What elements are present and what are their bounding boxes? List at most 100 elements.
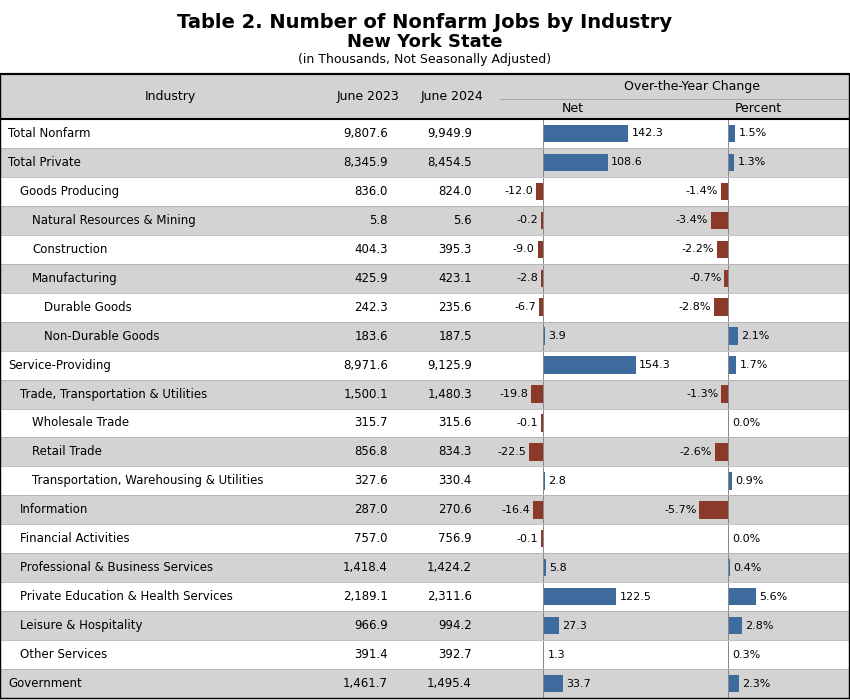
Text: 270.6: 270.6 xyxy=(439,503,472,517)
Bar xyxy=(728,617,742,634)
Text: -2.6%: -2.6% xyxy=(680,447,712,457)
Text: (in Thousands, Not Seasonally Adjusted): (in Thousands, Not Seasonally Adjusted) xyxy=(298,52,552,66)
Text: -0.1: -0.1 xyxy=(517,534,539,544)
Bar xyxy=(700,501,728,519)
Text: 183.6: 183.6 xyxy=(354,330,388,342)
Text: 8,971.6: 8,971.6 xyxy=(343,358,388,372)
Bar xyxy=(711,211,728,229)
Text: 1,500.1: 1,500.1 xyxy=(343,388,388,400)
Text: Construction: Construction xyxy=(32,243,107,256)
Bar xyxy=(537,241,543,258)
Text: -6.7: -6.7 xyxy=(514,302,536,312)
Text: -2.8: -2.8 xyxy=(517,273,538,284)
Bar xyxy=(0,438,850,466)
Text: Goods Producing: Goods Producing xyxy=(20,185,119,198)
Text: 0.0%: 0.0% xyxy=(733,418,761,428)
Text: 1.5%: 1.5% xyxy=(739,129,767,139)
Text: 2,189.1: 2,189.1 xyxy=(343,590,388,603)
Bar xyxy=(728,559,730,576)
Text: 3.9: 3.9 xyxy=(548,331,566,341)
Bar xyxy=(728,414,729,432)
Bar xyxy=(543,154,608,171)
Bar xyxy=(543,473,545,489)
Text: 1,495.4: 1,495.4 xyxy=(427,677,472,690)
Text: 1,480.3: 1,480.3 xyxy=(428,388,472,400)
Text: 33.7: 33.7 xyxy=(566,678,591,689)
Bar xyxy=(728,328,739,345)
Text: 2.8: 2.8 xyxy=(547,476,565,486)
Bar xyxy=(541,270,543,287)
Text: Percent: Percent xyxy=(734,102,781,116)
Text: Private Education & Health Services: Private Education & Health Services xyxy=(20,590,233,603)
Text: 9,125.9: 9,125.9 xyxy=(427,358,472,372)
Text: -22.5: -22.5 xyxy=(497,447,526,457)
Text: -1.3%: -1.3% xyxy=(686,389,718,399)
Text: 824.0: 824.0 xyxy=(439,185,472,198)
Text: -16.4: -16.4 xyxy=(502,505,530,514)
Text: Table 2. Number of Nonfarm Jobs by Industry: Table 2. Number of Nonfarm Jobs by Indus… xyxy=(178,13,672,32)
Text: 1.3: 1.3 xyxy=(547,650,565,659)
Text: 122.5: 122.5 xyxy=(620,592,651,602)
Text: -19.8: -19.8 xyxy=(499,389,528,399)
Text: 994.2: 994.2 xyxy=(439,619,472,632)
Text: Service-Providing: Service-Providing xyxy=(8,358,111,372)
Text: Over-the-Year Change: Over-the-Year Change xyxy=(624,80,760,93)
Text: Financial Activities: Financial Activities xyxy=(20,532,129,545)
Bar xyxy=(536,183,543,200)
Bar xyxy=(0,582,850,611)
Text: -9.0: -9.0 xyxy=(513,244,535,254)
Text: Professional & Business Services: Professional & Business Services xyxy=(20,561,213,574)
Text: 315.7: 315.7 xyxy=(354,416,388,430)
Text: 395.3: 395.3 xyxy=(439,243,472,256)
Text: 5.6: 5.6 xyxy=(453,214,472,227)
Bar xyxy=(0,611,850,640)
Text: Natural Resources & Mining: Natural Resources & Mining xyxy=(32,214,196,227)
Bar xyxy=(531,385,543,402)
Text: Durable Goods: Durable Goods xyxy=(44,301,132,314)
Text: 392.7: 392.7 xyxy=(439,648,472,661)
Text: 0.0%: 0.0% xyxy=(733,534,761,544)
Text: -2.2%: -2.2% xyxy=(682,244,714,254)
Text: 330.4: 330.4 xyxy=(439,475,472,487)
Text: 187.5: 187.5 xyxy=(439,330,472,342)
Text: 27.3: 27.3 xyxy=(563,621,587,631)
Bar xyxy=(728,125,735,142)
Bar xyxy=(728,646,729,664)
Bar xyxy=(543,617,559,634)
Text: 0.9%: 0.9% xyxy=(735,476,764,486)
Bar xyxy=(0,234,850,264)
Text: Trade, Transportation & Utilities: Trade, Transportation & Utilities xyxy=(20,388,207,400)
Bar xyxy=(0,177,850,206)
Bar xyxy=(0,322,850,351)
Text: 0.3%: 0.3% xyxy=(733,650,761,659)
Bar xyxy=(0,379,850,409)
Text: 836.0: 836.0 xyxy=(354,185,388,198)
Text: 9,807.6: 9,807.6 xyxy=(343,127,388,140)
Text: Total Nonfarm: Total Nonfarm xyxy=(8,127,90,140)
Bar xyxy=(539,298,543,316)
Bar xyxy=(543,328,546,345)
Bar xyxy=(0,466,850,496)
Text: -0.1: -0.1 xyxy=(517,418,539,428)
Bar xyxy=(543,559,547,576)
Text: 391.4: 391.4 xyxy=(354,648,388,661)
Bar xyxy=(533,501,543,519)
Text: Government: Government xyxy=(8,677,82,690)
Bar xyxy=(0,553,850,582)
Text: Information: Information xyxy=(20,503,88,517)
Bar xyxy=(0,351,850,379)
Text: 235.6: 235.6 xyxy=(439,301,472,314)
Bar xyxy=(541,530,543,547)
Bar xyxy=(728,588,756,606)
Bar xyxy=(543,646,545,664)
Text: 1.7%: 1.7% xyxy=(740,360,768,370)
Bar xyxy=(541,211,543,229)
Text: 1,418.4: 1,418.4 xyxy=(343,561,388,574)
Text: Retail Trade: Retail Trade xyxy=(32,445,102,458)
Bar xyxy=(728,675,740,692)
Text: 404.3: 404.3 xyxy=(354,243,388,256)
Bar xyxy=(530,443,543,461)
Bar xyxy=(0,119,850,148)
Bar xyxy=(541,414,543,432)
Text: 966.9: 966.9 xyxy=(354,619,388,632)
